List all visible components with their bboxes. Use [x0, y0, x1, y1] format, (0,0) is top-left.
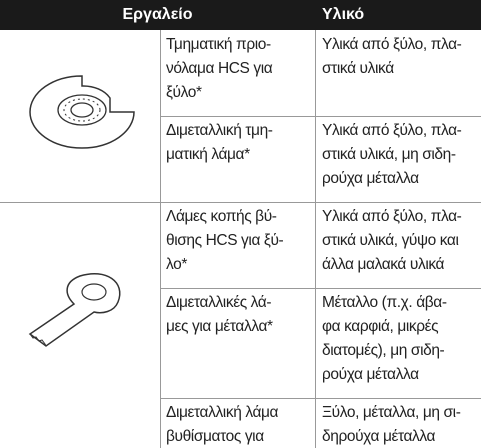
material-text: στικά υλικά, γύψο και: [322, 232, 459, 249]
tool-text: Διμεταλλική τμη-: [166, 122, 273, 139]
material-text: διατομές), μη σιδη-: [322, 342, 445, 359]
tool-text: βυθίσματος για: [166, 428, 264, 445]
tool-text: ματική λάμα*: [166, 146, 250, 163]
material-text: φα καρφιά, μικρές: [322, 318, 439, 335]
row-divider: [160, 398, 481, 399]
material-text: ρούχα μέταλλα: [322, 170, 419, 187]
material-text: δηρούχα μέταλλα: [322, 428, 436, 445]
tool-text: Τμηματική πριο-: [166, 36, 271, 53]
material-text: στικά υλικά: [322, 60, 394, 77]
material-text: Ξύλο, μέταλλα, μη σι-: [322, 404, 461, 421]
segmented-blade-icon: [29, 75, 135, 149]
tool-text: Διμεταλλική λάμα: [166, 404, 279, 421]
tool-text: Λάμες κοπής βύ-: [166, 208, 277, 225]
header-material: Υλικό: [322, 6, 365, 23]
material-text: στικά υλικά, μη σιδη-: [322, 146, 456, 163]
tool-text: ξύλο*: [166, 84, 202, 101]
material-text: Υλικά από ξύλο, πλα-: [322, 122, 462, 139]
column-divider: [315, 30, 316, 448]
row-divider: [160, 116, 481, 117]
column-divider: [160, 30, 161, 448]
tool-text: λο*: [166, 256, 187, 273]
material-text: Υλικά από ξύλο, πλα-: [322, 208, 462, 225]
tool-text: θισης HCS για ξύ-: [166, 232, 284, 249]
table-header: Εργαλείο Υλικό: [0, 0, 481, 30]
row-divider: [0, 202, 481, 203]
material-text: άλλα μαλακά υλικά: [322, 256, 445, 273]
material-text: Μέταλλο (π.χ. άβα-: [322, 294, 447, 311]
header-tool: Εργαλείο: [122, 6, 193, 23]
tool-text: μες για μέταλλα*: [166, 318, 273, 335]
tool-text: νόλαμα HCS για: [166, 60, 273, 77]
material-text: ρούχα μέταλλα: [322, 366, 419, 383]
material-text: Υλικά από ξύλο, πλα-: [322, 36, 462, 53]
tool-text: Διμεταλλικές λά-: [166, 294, 272, 311]
row-divider: [160, 288, 481, 289]
plunge-blade-icon: [28, 273, 121, 347]
